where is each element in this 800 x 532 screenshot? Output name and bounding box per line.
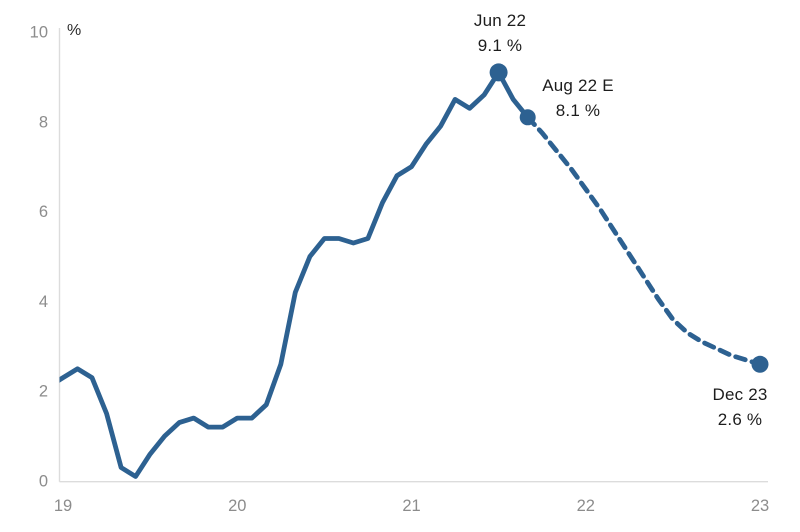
y-tick-label: 10 bbox=[30, 24, 48, 42]
x-tick-label: 23 bbox=[751, 497, 769, 515]
y-tick-label: 6 bbox=[39, 203, 48, 221]
x-tick-label: 20 bbox=[228, 497, 246, 515]
y-tick-label: 2 bbox=[39, 383, 48, 401]
series-forecast bbox=[525, 114, 763, 367]
marker-jun-22 bbox=[489, 63, 508, 82]
annotation-value-label: 8.1 % bbox=[555, 101, 601, 120]
annotation-aug-22-estimate: Aug 22 E 8.1 % bbox=[542, 73, 614, 123]
series-actual bbox=[59, 70, 531, 479]
marker-dec-23 bbox=[751, 355, 769, 373]
x-tick-label: 19 bbox=[54, 497, 72, 515]
annotation-date-label: Dec 23 bbox=[712, 385, 768, 404]
y-axis-unit-label: % bbox=[67, 22, 82, 39]
marker-aug-22 bbox=[519, 109, 536, 126]
y-tick-label: 0 bbox=[39, 473, 48, 491]
annotation-dec-23-forecast: Dec 23 2.6 % bbox=[712, 382, 767, 432]
annotation-date-label: Aug 22 E bbox=[542, 76, 614, 95]
x-tick-label: 22 bbox=[577, 497, 595, 515]
annotation-value-label: 2.6 % bbox=[717, 410, 763, 429]
annotation-jun-22: Jun 22 9.1 % bbox=[474, 8, 526, 58]
x-tick-label: 21 bbox=[402, 497, 420, 515]
y-tick-label: 4 bbox=[39, 293, 48, 311]
annotation-date-label: Jun 22 bbox=[473, 11, 527, 30]
annotation-value-label: 9.1 % bbox=[477, 36, 523, 55]
y-tick-label: 8 bbox=[39, 113, 48, 131]
